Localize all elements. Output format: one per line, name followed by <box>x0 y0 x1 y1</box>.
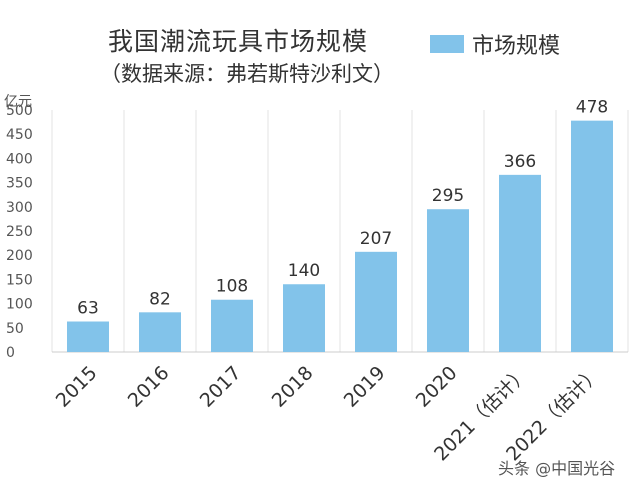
x-tick-label: 2020 <box>412 362 462 412</box>
y-tick-label: 300 <box>6 200 33 216</box>
y-tick-label: 150 <box>6 272 33 288</box>
y-tick-label: 50 <box>6 321 24 337</box>
x-tick-label: 2017 <box>196 362 246 412</box>
bar <box>571 120 613 352</box>
data-label: 478 <box>576 98 608 118</box>
data-label: 366 <box>504 152 536 172</box>
legend-label: 市场规模 <box>472 34 561 59</box>
y-tick-label: 200 <box>6 248 33 264</box>
bar <box>427 209 469 352</box>
bar <box>355 251 397 352</box>
bar <box>499 174 541 352</box>
x-tick-label: 2016 <box>124 362 174 412</box>
y-tick-label: 400 <box>6 151 33 167</box>
data-label: 140 <box>288 261 320 281</box>
bar <box>283 284 325 352</box>
legend: 市场规模 <box>430 28 560 60</box>
x-tick-label: 2019 <box>340 362 390 412</box>
y-tick-label: 450 <box>6 127 33 143</box>
y-tick-label: 250 <box>6 224 33 240</box>
chart-subtitle: （数据来源：弗若斯特沙利文） <box>100 62 394 86</box>
y-tick-label: 100 <box>6 297 33 313</box>
data-label: 82 <box>149 289 171 309</box>
data-label: 63 <box>77 299 99 319</box>
data-label: 295 <box>432 186 464 206</box>
bar <box>211 299 253 352</box>
y-axis-label: 亿元 <box>4 94 32 110</box>
data-label: 207 <box>360 229 392 249</box>
legend-swatch <box>430 35 464 53</box>
watermark: 头条 @中国光谷 <box>498 459 616 478</box>
x-tick-label: 2018 <box>268 362 318 412</box>
y-tick-label: 350 <box>6 176 33 192</box>
bar <box>139 312 181 352</box>
bar <box>67 321 109 352</box>
x-tick-label: 2015 <box>52 362 102 412</box>
data-label: 108 <box>216 277 248 297</box>
chart-title: 我国潮流玩具市场规模 <box>108 27 369 56</box>
y-tick-label: 500 <box>6 103 33 119</box>
y-tick-label: 0 <box>6 345 15 361</box>
